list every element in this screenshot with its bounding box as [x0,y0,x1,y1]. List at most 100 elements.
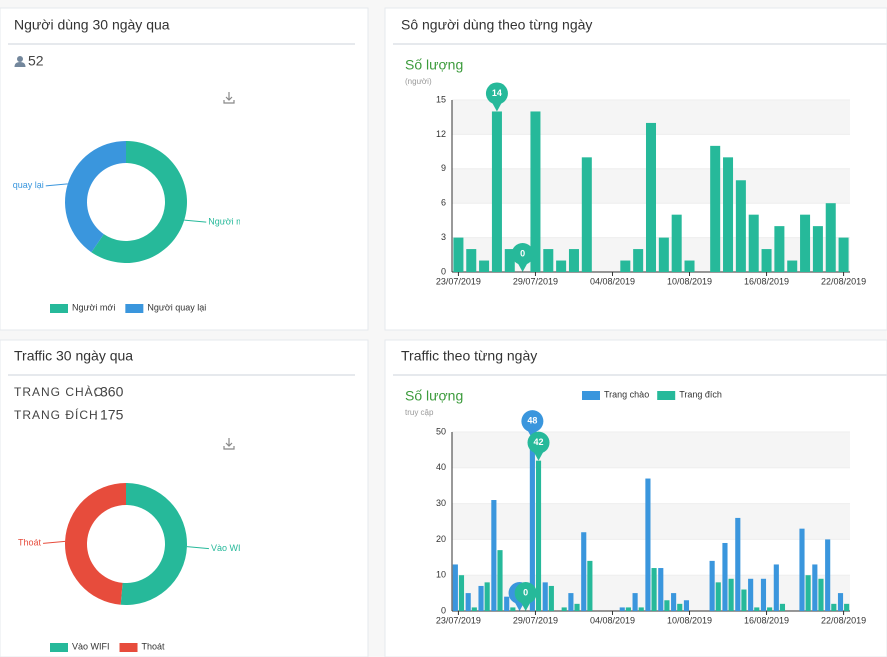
y-tick-label: 10 [436,570,446,580]
x-tick-label: 10/08/2019 [667,276,712,286]
bar [504,249,515,272]
y-tick-label: 40 [436,462,446,472]
legend-label: Thoát [142,641,166,651]
slice-labels: Người mới Người quay lại [0,180,251,227]
bar [748,214,759,272]
y-tick-label: 0 [441,605,446,615]
x-tick-label: 22/08/2019 [821,276,866,286]
x-tick-label: 29/07/2019 [513,615,558,625]
y-tick-label: 6 [441,198,446,208]
bar [715,582,721,611]
legend-swatch [119,643,138,652]
leader-line [184,219,207,223]
stat-value: 175 [100,407,124,423]
legend-swatch [50,304,68,313]
bar [805,575,811,611]
x-tick-label: 23/07/2019 [436,615,481,625]
bar [779,603,786,611]
bar [735,517,741,611]
bar [677,603,683,611]
bar [542,582,548,611]
bar [466,249,477,272]
bar [728,578,734,611]
bar [535,460,542,611]
bar [638,607,644,611]
x-tick-label: 10/08/2019 [667,615,712,625]
axis-subtitle: truy cập [405,408,434,417]
panel-title: Traffic theo từng ngày [401,348,537,364]
leader-line [43,540,66,544]
download-icon[interactable] [223,438,235,450]
bar [760,578,767,611]
bar [787,260,798,272]
bar [633,249,644,272]
bar [491,500,497,611]
pin-label: 14 [492,88,502,98]
bar [812,226,823,272]
bar [658,568,664,611]
slice-label: Người quay lại [0,180,44,190]
bar [645,478,651,611]
bar [561,607,567,611]
x-tick-label: 16/08/2019 [744,276,789,286]
axis-title: Số lượng [405,57,463,73]
panel-title: Người dùng 30 ngày qua [14,17,170,33]
y-tick-label: 20 [436,534,446,544]
bar [619,607,625,611]
legend-label: Trang chào [604,389,649,399]
bar [543,249,554,272]
legend-swatch [125,304,144,313]
donut-slice [65,140,126,253]
bar [671,214,682,272]
legend-label: Người quay lại [147,302,206,312]
bar [458,575,465,611]
bar [709,560,715,611]
bar [479,260,490,272]
donut-slice [91,141,187,263]
bar [471,607,477,611]
x-tick-label: 04/08/2019 [590,615,635,625]
bar [510,607,516,611]
legend-swatch [582,391,600,400]
user-icon [14,56,26,67]
slice-label: Người mới [208,217,251,227]
axis-title: Số lượng [405,388,463,404]
bar [773,564,779,611]
slice-labels: Vào WIFI Thoát [18,538,240,553]
x-tick-label: 29/07/2019 [513,276,558,286]
y-tick-label: 9 [441,163,446,173]
panel-title: Sô người dùng theo từng ngày [401,17,592,33]
bar [800,214,811,272]
y-tick-label: 15 [436,94,446,104]
leader-line [186,546,209,550]
pin-label: 42 [534,437,544,447]
bar [497,550,503,611]
separator: : [94,407,98,423]
stat-label: TRANG CHÀO [14,384,104,399]
separator: : [94,384,98,400]
bar [761,249,772,272]
bar [774,226,785,272]
stat-label: TRANG ĐÍCH [14,407,99,422]
bar [838,237,849,272]
bar [556,260,567,272]
bar [658,237,669,272]
bar [818,578,824,611]
bar [754,607,760,611]
bar [465,593,471,611]
bar [574,603,580,611]
bar [491,111,502,272]
bar [844,603,850,611]
bar [548,585,554,611]
bar [453,237,464,272]
download-icon[interactable] [223,92,235,104]
bar [799,528,805,611]
pin-label: 0 [520,248,525,258]
x-tick-label: 04/08/2019 [590,276,635,286]
bar [625,607,631,611]
bar [684,260,695,272]
panel [0,7,369,331]
y-tick-label: 3 [441,232,446,242]
